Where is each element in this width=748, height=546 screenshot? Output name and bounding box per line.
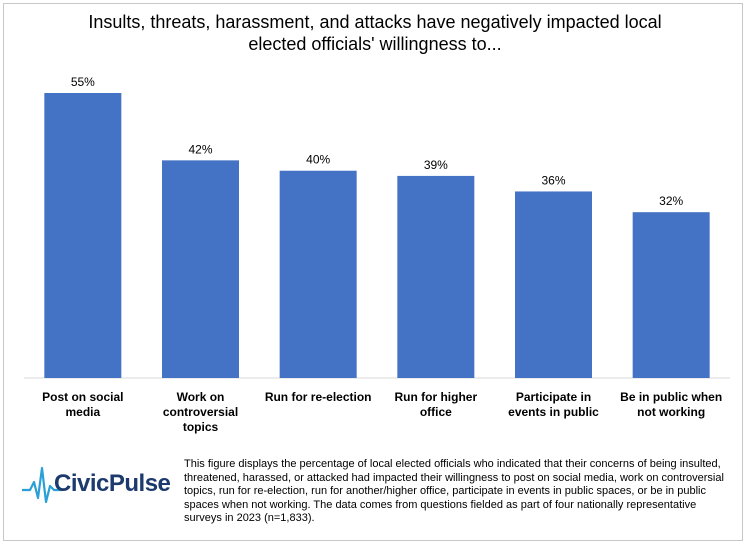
category-label-3: Run for re-election	[265, 390, 372, 404]
civicpulse-logo: CivicPulse	[22, 462, 172, 508]
data-label-3: 40%	[306, 153, 330, 167]
bar-2	[162, 160, 239, 378]
bar-1	[44, 93, 122, 378]
chart-title: Insults, threats, harassment, and attack…	[88, 12, 662, 54]
category-label-6: Be in public when not working	[620, 390, 722, 419]
category-label-4: Run for higher office	[394, 390, 477, 419]
bar-5	[515, 191, 592, 378]
category-label-2: Work on controversial topics	[163, 390, 238, 434]
bar-3	[279, 170, 357, 378]
category-label-1: Post on social media	[42, 390, 123, 419]
footnote: This figure displays the percentage of l…	[184, 458, 724, 525]
data-label-5: 36%	[541, 173, 565, 187]
bar-6	[632, 212, 710, 378]
figure-frame	[3, 3, 743, 541]
data-label-6: 32%	[659, 194, 683, 208]
category-label-5: Participate in events in public	[508, 390, 599, 419]
data-label-1: 55%	[71, 75, 95, 89]
logo-text: CivicPulse	[54, 470, 171, 497]
bar-4	[397, 175, 475, 378]
data-label-2: 42%	[188, 142, 212, 156]
data-label-4: 39%	[424, 158, 448, 172]
pulse-icon	[22, 466, 62, 504]
